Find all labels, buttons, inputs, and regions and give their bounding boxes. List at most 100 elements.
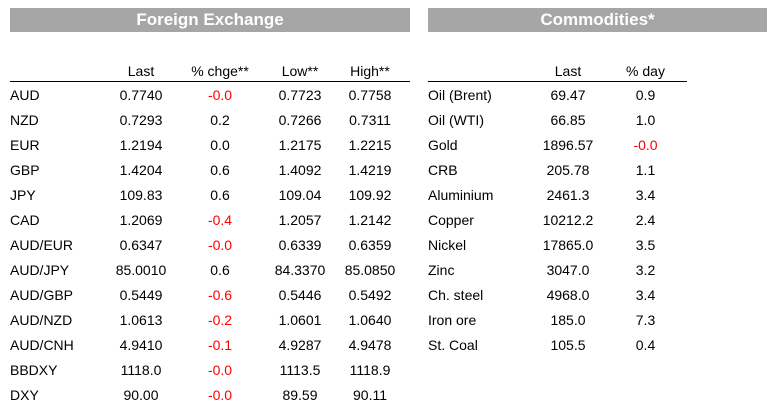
fx-table-row: BBDXY 1118.0 -0.0 1113.5 1118.9: [10, 357, 410, 382]
commodity-name: Gold: [428, 137, 458, 153]
fx-low-value: 4.9287: [278, 337, 322, 353]
commodity-day-change: 2.4: [635, 212, 656, 228]
commodity-day-change: 1.0: [635, 112, 656, 128]
commodity-table-row: Copper 10212.2 2.4: [428, 207, 767, 232]
commodity-last-value: 185.0: [550, 312, 586, 328]
commodity-day-change: 0.4: [635, 337, 656, 353]
commodities-column-headers: Last % day: [428, 61, 687, 82]
fx-low-value: 109.04: [278, 187, 322, 203]
fx-currency-name: AUD/GBP: [10, 287, 74, 303]
fx-high-value: 0.7311: [349, 112, 391, 128]
fx-high-value: 0.7758: [348, 87, 392, 103]
fx-change-value: 0.6: [210, 187, 230, 203]
commodities-col-last: Last: [554, 63, 582, 79]
commodity-day-change: 7.3: [635, 312, 656, 328]
fx-table-row: CAD 1.2069 -0.4 1.2057 1.2142: [10, 207, 410, 232]
fx-currency-name: AUD: [10, 87, 40, 103]
fx-last-value: 0.5449: [119, 287, 163, 303]
commodity-name: Oil (Brent): [428, 87, 492, 103]
commodities-table-body: Oil (Brent) 69.47 0.9 Oil (WTI) 66.85 1.0 Gold…: [428, 82, 767, 357]
commodity-name: Iron ore: [428, 312, 477, 328]
commodity-table-row: Oil (WTI) 66.85 1.0: [428, 107, 767, 132]
commodity-last-value: 3047.0: [546, 262, 590, 278]
fx-currency-name: AUD/EUR: [10, 237, 74, 253]
commodity-name: St. Coal: [428, 337, 478, 353]
fx-last-value: 1.2069: [119, 212, 163, 228]
commodity-table-row: Aluminium 2461.3 3.4: [428, 182, 767, 207]
fx-last-value: 90.00: [123, 387, 159, 403]
foreign-exchange-panel: Foreign Exchange Last % chge** Low** Hig…: [10, 8, 410, 407]
fx-table-row: AUD/GBP 0.5449 -0.6 0.5446 0.5492: [10, 282, 410, 307]
commodity-day-change: 3.5: [635, 237, 656, 253]
commodities-title: Commodities*: [428, 8, 767, 32]
commodity-table-row: Oil (Brent) 69.47 0.9: [428, 82, 767, 107]
commodity-name: Aluminium: [428, 187, 494, 203]
commodity-table-row: Ch. steel 4968.0 3.4: [428, 282, 767, 307]
fx-table-row: EUR 1.2194 0.0 1.2175 1.2215: [10, 132, 410, 157]
fx-high-value: 90.11: [353, 387, 387, 403]
fx-title: Foreign Exchange: [10, 8, 410, 32]
fx-currency-name: JPY: [10, 187, 36, 203]
fx-table-row: AUD/CNH 4.9410 -0.1 4.9287 4.9478: [10, 332, 410, 357]
fx-last-value: 85.0010: [115, 262, 167, 278]
commodity-table-row: CRB 205.78 1.1: [428, 157, 767, 182]
fx-change-value: 0.2: [210, 112, 230, 128]
fx-col-low: Low**: [281, 63, 319, 79]
commodity-last-value: 10212.2: [542, 212, 594, 228]
fx-currency-name: AUD/CNH: [10, 337, 74, 353]
commodity-table-row: Gold 1896.57 -0.0: [428, 132, 767, 157]
fx-currency-name: AUD/NZD: [10, 312, 73, 328]
commodity-name: Copper: [428, 212, 474, 228]
commodity-day-change: 3.4: [635, 187, 656, 203]
commodity-day-change: 3.2: [635, 262, 656, 278]
commodity-day-change: -0.0: [633, 137, 658, 153]
commodity-last-value: 69.47: [550, 87, 586, 103]
fx-low-value: 0.7723: [278, 87, 322, 103]
fx-table-row: DXY 90.00 -0.0 89.59 90.11: [10, 382, 410, 407]
fx-change-value: 0.0: [210, 137, 230, 153]
fx-currency-name: BBDXY: [10, 362, 58, 378]
fx-table-row: AUD/NZD 1.0613 -0.2 1.0601 1.0640: [10, 307, 410, 332]
commodity-name: CRB: [428, 162, 458, 178]
fx-low-value: 1.0601: [278, 312, 322, 328]
commodity-last-value: 105.5: [550, 337, 586, 353]
commodity-last-value: 205.78: [546, 162, 590, 178]
fx-change-value: -0.4: [207, 212, 233, 228]
fx-high-value: 109.92: [348, 187, 392, 203]
fx-currency-name: NZD: [10, 112, 39, 128]
fx-high-value: 1.2142: [348, 212, 392, 228]
fx-table-row: AUD 0.7740 -0.0 0.7723 0.7758: [10, 82, 410, 107]
fx-low-value: 0.5446: [278, 287, 322, 303]
fx-table-row: GBP 1.4204 0.6 1.4092 1.4219: [10, 157, 410, 182]
commodity-last-value: 4968.0: [546, 287, 590, 303]
fx-high-value: 4.9478: [348, 337, 392, 353]
fx-change-value: -0.0: [207, 237, 233, 253]
fx-high-value: 1.4219: [348, 162, 392, 178]
fx-currency-name: EUR: [10, 137, 40, 153]
fx-change-value: -0.0: [207, 362, 233, 378]
fx-currency-name: AUD/JPY: [10, 262, 70, 278]
fx-table-body: AUD 0.7740 -0.0 0.7723 0.7758 NZD 0.7293 0.2 0.7…: [10, 82, 410, 407]
fx-low-value: 1113.5: [279, 362, 321, 378]
commodity-table-row: Nickel 17865.0 3.5: [428, 232, 767, 257]
fx-low-value: 1.4092: [278, 162, 322, 178]
fx-last-value: 1.2194: [119, 137, 163, 153]
fx-table-row: AUD/EUR 0.6347 -0.0 0.6339 0.6359: [10, 232, 410, 257]
fx-change-value: -0.0: [207, 387, 233, 403]
fx-currency-name: GBP: [10, 162, 40, 178]
fx-change-value: 0.6: [210, 262, 230, 278]
commodity-name: Oil (WTI): [428, 112, 484, 128]
fx-last-value: 109.83: [119, 187, 163, 203]
fx-col-high: High**: [350, 63, 390, 79]
commodity-table-row: Iron ore 185.0 7.3: [428, 307, 767, 332]
commodities-col-day: % day: [626, 63, 665, 79]
fx-col-last: Last: [127, 63, 155, 79]
fx-high-value: 0.5492: [348, 287, 392, 303]
fx-high-value: 85.0850: [344, 262, 396, 278]
fx-last-value: 1118.0: [120, 362, 162, 378]
commodity-name: Zinc: [428, 262, 455, 278]
fx-low-value: 0.6339: [278, 237, 322, 253]
fx-low-value: 84.3370: [274, 262, 326, 278]
commodity-day-change: 3.4: [635, 287, 656, 303]
fx-column-headers: Last % chge** Low** High**: [10, 61, 410, 82]
